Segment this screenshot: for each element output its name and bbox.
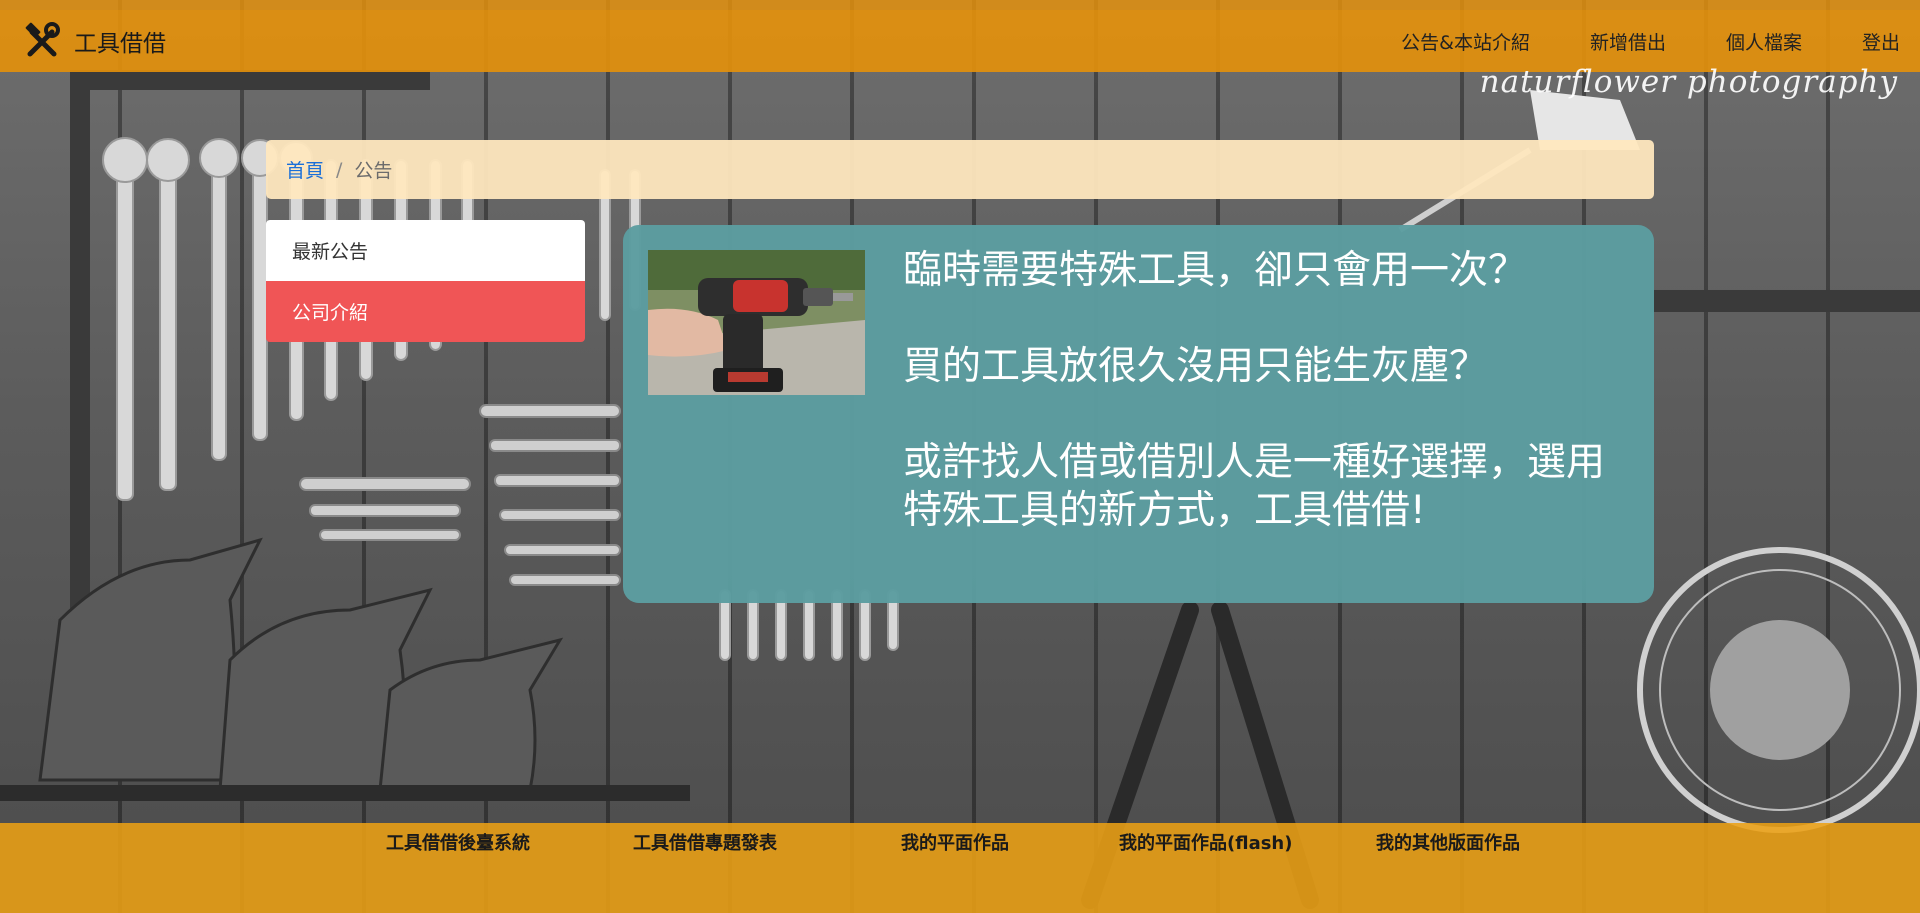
side-menu-company-intro[interactable]: 公司介紹 [266, 281, 585, 342]
footer: 工具借借後臺系統 工具借借專題發表 我的平面作品 我的平面作品(flash) 我… [0, 823, 1920, 913]
intro-panel: 臨時需要特殊工具，卻只會用一次？ 買的工具放很久沒用只能生灰塵？ 或許找人借或借… [623, 225, 1654, 603]
intro-paragraph: 或許找人借或借別人是一種好選擇，選用特殊工具的新方式，工具借借! [903, 440, 1606, 533]
footer-link-project[interactable]: 工具借借專題發表 [633, 833, 777, 854]
nav-link-announcements[interactable]: 公告&本站介紹 [1401, 31, 1530, 54]
breadcrumb: 首頁 / 公告 [266, 140, 1654, 199]
breadcrumb-separator: / [336, 158, 343, 181]
intro-paragraph: 臨時需要特殊工具，卻只會用一次？ [903, 248, 1528, 293]
crossed-hammer-wrench-icon [22, 21, 62, 61]
brand[interactable]: 工具借借 [22, 10, 166, 72]
nav-link-new-lend[interactable]: 新增借出 [1589, 31, 1666, 54]
intro-text: 臨時需要特殊工具，卻只會用一次？ 買的工具放很久沒用只能生灰塵？ 或許找人借或借… [903, 247, 1633, 535]
breadcrumb-current: 公告 [354, 160, 393, 182]
nav-link-profile[interactable]: 個人檔案 [1725, 31, 1802, 54]
nav-link-logout[interactable]: 登出 [1861, 31, 1900, 54]
intro-paragraph: 買的工具放很久沒用只能生灰塵？ [903, 344, 1489, 389]
power-drill-photo [648, 250, 865, 395]
side-menu: 最新公告 公司介紹 [266, 220, 585, 342]
photo-watermark: naturflower photography [1479, 64, 1898, 100]
footer-links: 工具借借後臺系統 工具借借專題發表 我的平面作品 我的平面作品(flash) 我… [0, 823, 1920, 859]
top-strip [0, 0, 1920, 10]
breadcrumb-home[interactable]: 首頁 [286, 160, 325, 182]
footer-link-flash-works[interactable]: 我的平面作品(flash) [1119, 833, 1293, 854]
nav-links: 公告&本站介紹 新增借出 個人檔案 登出 [1341, 10, 1900, 72]
side-menu-latest-announcements[interactable]: 最新公告 [266, 220, 585, 281]
footer-link-backend[interactable]: 工具借借後臺系統 [386, 833, 530, 854]
top-navbar: 工具借借 公告&本站介紹 新增借出 個人檔案 登出 [0, 10, 1920, 72]
footer-link-graphic-works[interactable]: 我的平面作品 [901, 833, 1009, 854]
footer-link-other-layouts[interactable]: 我的其他版面作品 [1376, 833, 1520, 854]
brand-name: 工具借借 [74, 31, 166, 57]
